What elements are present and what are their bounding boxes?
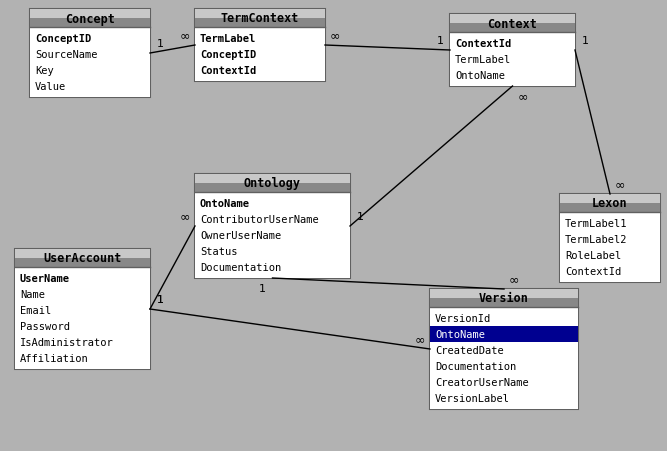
Bar — [15, 267, 150, 369]
Text: ∞: ∞ — [180, 29, 190, 42]
Bar — [560, 194, 660, 282]
Text: OntoName: OntoName — [435, 329, 485, 339]
Text: ∞: ∞ — [615, 178, 625, 191]
Text: UserName: UserName — [20, 273, 70, 283]
Bar — [450, 15, 575, 33]
Text: Password: Password — [20, 321, 70, 331]
Text: Ontology: Ontology — [244, 177, 301, 190]
Bar — [15, 249, 150, 369]
Text: TermLabel2: TermLabel2 — [565, 235, 628, 244]
Bar — [195, 175, 350, 184]
Bar — [30, 10, 150, 28]
Text: RoleLabel: RoleLabel — [565, 250, 621, 260]
Bar — [15, 249, 150, 267]
Text: ∞: ∞ — [509, 273, 519, 286]
Bar — [450, 15, 575, 24]
Bar — [195, 193, 350, 278]
Bar — [560, 212, 660, 282]
Text: UserAccount: UserAccount — [43, 252, 121, 265]
Text: 1: 1 — [356, 212, 364, 221]
Text: Name: Name — [20, 290, 45, 299]
Text: ∞: ∞ — [415, 333, 425, 346]
Text: Documentation: Documentation — [435, 361, 516, 371]
Bar — [195, 10, 325, 28]
Bar — [195, 175, 350, 193]
Bar — [450, 15, 575, 87]
Text: Email: Email — [20, 305, 51, 315]
Bar — [195, 175, 350, 278]
Text: SourceName: SourceName — [35, 50, 97, 60]
Bar — [195, 28, 325, 82]
Text: 1: 1 — [259, 283, 266, 293]
Text: OntoName: OntoName — [455, 71, 505, 81]
Text: ContextId: ContextId — [455, 39, 511, 49]
Bar — [15, 249, 150, 258]
Text: TermContext: TermContext — [221, 13, 299, 25]
Text: Status: Status — [200, 246, 237, 257]
Bar — [430, 290, 578, 307]
Text: 1: 1 — [582, 36, 588, 46]
Text: ContextId: ContextId — [200, 66, 256, 76]
Bar — [450, 33, 575, 87]
Bar — [30, 10, 150, 98]
Text: ConceptID: ConceptID — [200, 50, 256, 60]
Text: 1: 1 — [157, 295, 163, 304]
Bar — [430, 290, 578, 409]
Bar — [30, 10, 150, 19]
Text: VersionLabel: VersionLabel — [435, 393, 510, 403]
Bar — [430, 326, 578, 342]
Text: Documentation: Documentation — [200, 262, 281, 272]
Text: CreatorUserName: CreatorUserName — [435, 377, 529, 387]
Text: Lexon: Lexon — [592, 197, 628, 210]
Text: Concept: Concept — [65, 13, 115, 25]
Text: ConceptID: ConceptID — [35, 34, 91, 44]
Bar — [195, 10, 325, 82]
Bar — [430, 290, 578, 299]
Text: 1: 1 — [436, 36, 444, 46]
Text: Version: Version — [479, 292, 529, 305]
Text: OwnerUserName: OwnerUserName — [200, 230, 281, 240]
Text: Value: Value — [35, 82, 66, 92]
Text: TermLabel1: TermLabel1 — [565, 219, 628, 229]
Bar — [430, 307, 578, 409]
Bar — [195, 10, 325, 19]
Text: IsAdministrator: IsAdministrator — [20, 337, 114, 347]
Text: Affiliation: Affiliation — [20, 353, 89, 363]
Text: 1: 1 — [157, 295, 163, 304]
Text: ∞: ∞ — [518, 90, 528, 103]
Text: TermLabel: TermLabel — [200, 34, 256, 44]
Text: TermLabel: TermLabel — [455, 55, 511, 65]
Bar — [560, 194, 660, 212]
Text: ContextId: ContextId — [565, 267, 621, 276]
Text: Key: Key — [35, 66, 54, 76]
Text: ∞: ∞ — [329, 29, 340, 42]
Text: ∞: ∞ — [180, 210, 190, 223]
Bar — [560, 194, 660, 203]
Text: Context: Context — [488, 18, 538, 30]
Text: OntoName: OntoName — [200, 198, 250, 208]
Text: VersionId: VersionId — [435, 313, 492, 323]
Text: 1: 1 — [157, 39, 163, 49]
Text: CreatedDate: CreatedDate — [435, 345, 504, 355]
Text: ContributorUserName: ContributorUserName — [200, 215, 319, 225]
Bar — [30, 28, 150, 98]
